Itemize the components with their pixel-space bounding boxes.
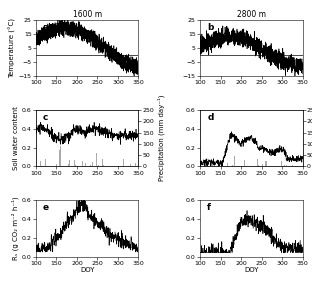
- Bar: [286, 165, 287, 166]
- Bar: [245, 154, 246, 166]
- Bar: [103, 165, 104, 166]
- Bar: [228, 158, 229, 166]
- Bar: [56, 164, 57, 166]
- Y-axis label: Rₛ (g CO₂ m⁻² h⁻¹): Rₛ (g CO₂ m⁻² h⁻¹): [12, 197, 19, 260]
- Title: 1600 m: 1600 m: [73, 10, 102, 19]
- Text: d: d: [207, 113, 214, 122]
- Bar: [234, 156, 235, 166]
- Bar: [123, 159, 124, 166]
- Bar: [265, 161, 266, 166]
- Bar: [102, 158, 103, 166]
- Bar: [90, 164, 91, 166]
- Title: 2800 m: 2800 m: [237, 10, 266, 19]
- Bar: [244, 160, 245, 166]
- Text: e: e: [43, 203, 49, 212]
- Bar: [85, 163, 86, 166]
- Bar: [90, 159, 91, 166]
- Bar: [82, 161, 83, 166]
- Y-axis label: Precipitation (mm day⁻¹): Precipitation (mm day⁻¹): [157, 95, 165, 182]
- Bar: [59, 150, 60, 166]
- Bar: [258, 165, 259, 166]
- X-axis label: DOY: DOY: [244, 267, 259, 273]
- Y-axis label: Temperature (°C): Temperature (°C): [9, 18, 16, 78]
- Bar: [257, 158, 258, 166]
- Bar: [60, 146, 61, 166]
- Bar: [68, 164, 69, 166]
- Text: c: c: [43, 113, 48, 122]
- Text: f: f: [207, 203, 211, 212]
- Bar: [232, 165, 233, 166]
- Bar: [69, 160, 70, 166]
- Bar: [135, 163, 136, 166]
- Bar: [98, 165, 99, 166]
- Bar: [92, 162, 93, 166]
- X-axis label: DOY: DOY: [80, 267, 95, 273]
- Text: b: b: [207, 23, 214, 32]
- Bar: [133, 162, 134, 166]
- Bar: [40, 161, 41, 166]
- Y-axis label: Soil water content: Soil water content: [13, 106, 19, 170]
- Bar: [262, 164, 263, 166]
- Text: a: a: [43, 23, 49, 32]
- Bar: [74, 160, 75, 166]
- Bar: [266, 160, 267, 166]
- Bar: [227, 163, 228, 166]
- Bar: [292, 165, 293, 166]
- Bar: [130, 164, 131, 166]
- Bar: [96, 153, 97, 166]
- Bar: [281, 164, 282, 166]
